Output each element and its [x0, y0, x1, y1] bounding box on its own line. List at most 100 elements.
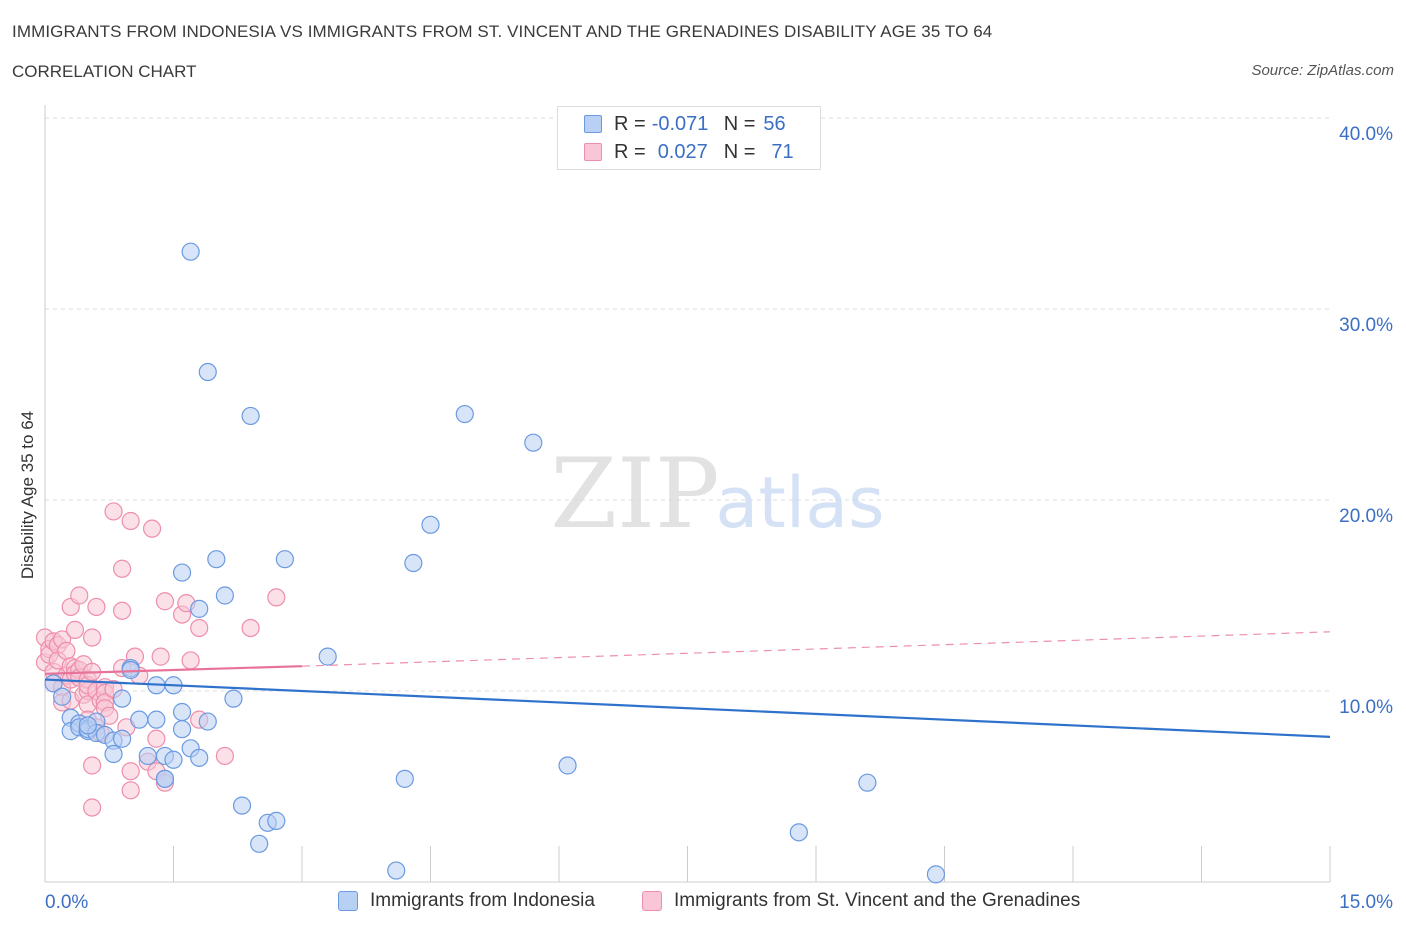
point-indonesia — [926, 865, 946, 884]
point-indonesia — [130, 710, 149, 729]
point-stvincent — [87, 597, 106, 617]
bottom-legend-swatch-stvincent — [642, 891, 662, 911]
y-tick-label: 40.0% — [1339, 124, 1393, 145]
source-credit: Source: ZipAtlas.com — [1251, 62, 1394, 79]
grid-lines — [45, 117, 1330, 692]
point-stvincent — [121, 781, 140, 800]
legend-n-value: 71 — [771, 140, 794, 163]
point-indonesia — [155, 769, 175, 788]
legend-n-label: N = — [723, 140, 756, 163]
point-stvincent — [241, 618, 260, 638]
point-indonesia — [404, 553, 423, 573]
point-indonesia — [524, 433, 543, 452]
point-stvincent — [151, 647, 170, 666]
point-stvincent — [147, 729, 166, 748]
watermark-atlas: atlas — [715, 462, 884, 544]
point-indonesia — [215, 586, 234, 605]
legend-row-stvincent: R = 0.027 N = 71 — [584, 140, 794, 164]
watermark: ZIP atlas — [550, 438, 884, 550]
bottom-legend-swatch-indonesia — [338, 891, 358, 911]
point-indonesia — [138, 746, 157, 766]
point-stvincent — [112, 601, 132, 620]
point-indonesia — [858, 773, 877, 792]
point-indonesia — [232, 796, 252, 815]
point-stvincent — [121, 511, 140, 531]
chart-title: IMMIGRANTS FROM INDONESIA VS IMMIGRANTS … — [12, 22, 993, 41]
point-indonesia — [250, 834, 269, 853]
axes — [44, 105, 1331, 883]
point-indonesia — [395, 769, 414, 788]
chart-subtitle: CORRELATION CHART — [12, 62, 197, 81]
legend-swatch-indonesia — [584, 115, 602, 133]
legend-r-label: R = — [614, 112, 646, 135]
point-indonesia — [421, 515, 440, 534]
point-stvincent — [83, 628, 102, 647]
point-indonesia — [198, 712, 217, 731]
bottom-legend-label-stvincent: Immigrants from St. Vincent and the Gren… — [674, 890, 1081, 911]
point-indonesia — [190, 599, 209, 618]
point-indonesia — [558, 756, 577, 775]
point-indonesia — [275, 550, 294, 569]
point-indonesia — [198, 362, 217, 382]
y-axis-label: Disability Age 35 to 64 — [18, 410, 37, 580]
y-tick-label: 20.0% — [1339, 506, 1393, 527]
watermark-zip: ZIP — [550, 438, 719, 550]
point-indonesia — [207, 550, 226, 569]
point-indonesia — [172, 563, 192, 582]
legend-n-label: N = — [723, 112, 756, 135]
bottom-legend-indonesia: Immigrants from Indonesia — [338, 890, 595, 912]
point-stvincent — [155, 592, 175, 611]
trend-line-stvincent — [44, 665, 303, 675]
x-tick-label: 15.0% — [1339, 892, 1393, 913]
y-tick-labels: 10.0% 20.0% 30.0% 40.0% — [1339, 124, 1393, 718]
series-indonesia-points — [44, 242, 946, 884]
point-indonesia — [78, 716, 97, 735]
point-stvincent — [83, 756, 102, 775]
bottom-legend-label-indonesia: Immigrants from Indonesia — [370, 890, 595, 911]
point-stvincent — [83, 798, 102, 817]
point-indonesia — [789, 823, 808, 842]
legend-n-value: 56 — [763, 112, 786, 135]
point-stvincent — [112, 559, 132, 578]
point-stvincent — [121, 762, 140, 781]
point-stvincent — [267, 588, 286, 607]
series-stvincent-points — [35, 502, 286, 817]
point-indonesia — [164, 750, 183, 769]
point-stvincent — [104, 502, 123, 521]
point-indonesia — [53, 687, 72, 706]
y-tick-label: 10.0% — [1339, 697, 1393, 718]
trend-lines — [44, 631, 1331, 738]
point-indonesia — [267, 811, 286, 830]
legend-swatch-stvincent — [584, 143, 602, 161]
point-indonesia — [147, 710, 166, 729]
legend-r-value: -0.071 — [651, 112, 709, 135]
bottom-legend-stvincent: Immigrants from St. Vincent and the Gren… — [642, 890, 1080, 912]
point-indonesia — [112, 729, 132, 748]
point-stvincent — [215, 746, 234, 766]
point-indonesia — [224, 689, 243, 708]
point-indonesia — [190, 748, 209, 767]
point-indonesia — [104, 744, 123, 764]
y-tick-label: 30.0% — [1339, 315, 1393, 336]
point-stvincent — [190, 618, 209, 638]
point-indonesia — [181, 242, 200, 261]
legend-r-label: R = — [614, 140, 646, 163]
point-indonesia — [455, 404, 474, 424]
point-indonesia — [387, 861, 406, 880]
trend-line-indonesia — [44, 678, 1331, 738]
point-indonesia — [318, 647, 337, 666]
point-indonesia — [172, 702, 192, 722]
point-stvincent — [142, 519, 162, 538]
x-tick-labels: 0.0% 15.0% — [45, 892, 1393, 913]
legend-row-indonesia: R = -0.071 N = 56 — [584, 112, 786, 136]
trend-line-stvincent-extension — [301, 631, 1331, 667]
point-stvincent — [70, 586, 89, 605]
point-indonesia — [112, 689, 132, 708]
point-stvincent — [65, 620, 85, 639]
stats-legend: R = -0.071 N = 56 R = 0.027 N = 71 — [557, 106, 821, 170]
point-stvincent — [57, 641, 76, 660]
legend-r-value: 0.027 — [657, 140, 708, 163]
x-tick-label: 0.0% — [45, 892, 88, 913]
point-stvincent — [181, 651, 200, 670]
